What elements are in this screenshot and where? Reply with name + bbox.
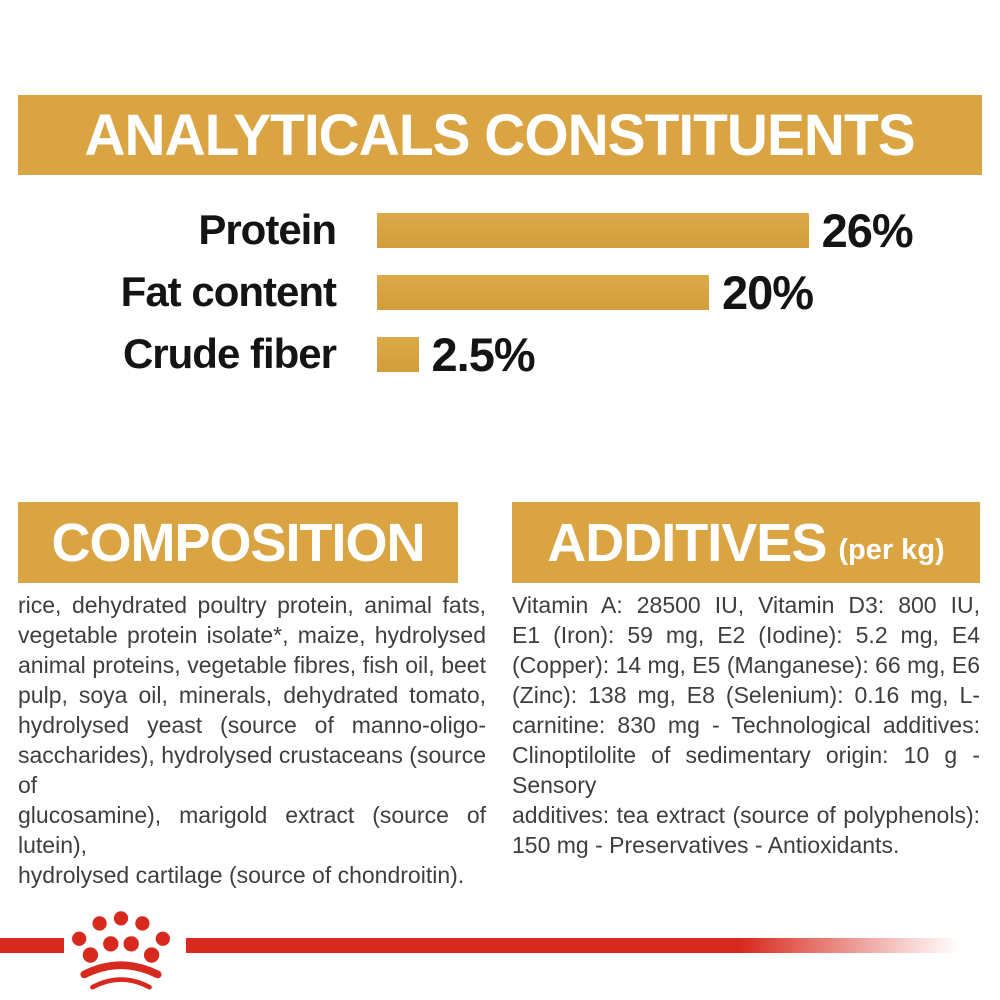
crude-fiber-value: 2.5% xyxy=(431,327,536,381)
fat-content-value: 20% xyxy=(722,265,814,319)
text-line: carnitine: 830 mg - Technological additi… xyxy=(512,712,980,738)
text-line: glucosamine), marigold extract (source o… xyxy=(18,802,486,858)
protein-label: Protein xyxy=(198,206,337,253)
fat-content-bar xyxy=(377,274,709,310)
text-line: Clinoptilolite of sedimentary origin: 10… xyxy=(512,742,980,798)
text-line: pulp, soya oil, minerals, dehydrated tom… xyxy=(18,682,486,708)
text-line: hydrolysed yeast (source of manno-oligo- xyxy=(18,712,486,738)
crude-fiber-bar xyxy=(377,336,419,372)
text-line: vegetable protein isolate*, maize, hydro… xyxy=(18,622,486,648)
chart-row-crude-fiber: Crude fiber 2.5% xyxy=(0,325,1000,383)
additives-banner: ADDITIVES (per kg) xyxy=(512,502,980,583)
protein-bar xyxy=(377,212,809,248)
text-line: (Copper): 14 mg, E5 (Manganese): 66 mg, … xyxy=(512,652,980,678)
chart-row-fat-content: Fat content 20% xyxy=(0,263,1000,321)
text-line: rice, dehydrated poultry protein, animal… xyxy=(18,592,486,618)
analyticals-title: ANALYTICALS CONSTITUENTS xyxy=(84,102,916,168)
royal-canin-crown-icon xyxy=(72,911,170,990)
crude-fiber-label: Crude fiber xyxy=(122,330,337,377)
composition-banner: COMPOSITION xyxy=(18,502,458,583)
additives-per-kg-label: (per kg) xyxy=(838,534,945,566)
text-line: Vitamin A: 28500 IU, Vitamin D3: 800 IU, xyxy=(512,592,980,618)
fat-content-label: Fat content xyxy=(120,268,337,315)
text-line: E1 (Iron): 59 mg, E2 (Iodine): 5.2 mg, E… xyxy=(512,622,980,648)
composition-title: COMPOSITION xyxy=(51,512,425,573)
text-line: saccharides), hydrolysed crustaceans (so… xyxy=(18,742,486,798)
chart-row-protein: Protein 26% xyxy=(0,201,1000,259)
composition-text: rice, dehydrated poultry protein, animal… xyxy=(18,590,486,890)
additives-title: ADDITIVES xyxy=(547,512,827,573)
text-line: hydrolysed cartilage (source of chondroi… xyxy=(18,862,465,888)
analyticals-banner: ANALYTICALS CONSTITUENTS xyxy=(18,95,982,175)
brand-red-stripe xyxy=(0,938,1000,953)
text-line: animal proteins, vegetable fibres, fish … xyxy=(18,652,486,678)
text-line: 150 mg - Preservatives - Antioxidants. xyxy=(512,832,900,858)
text-line: (Zinc): 138 mg, E8 (Selenium): 0.16 mg, … xyxy=(512,682,980,708)
additives-text: Vitamin A: 28500 IU, Vitamin D3: 800 IU,… xyxy=(512,590,980,860)
text-line: additives: tea extract (source of polyph… xyxy=(512,802,980,828)
protein-value: 26% xyxy=(821,203,914,257)
